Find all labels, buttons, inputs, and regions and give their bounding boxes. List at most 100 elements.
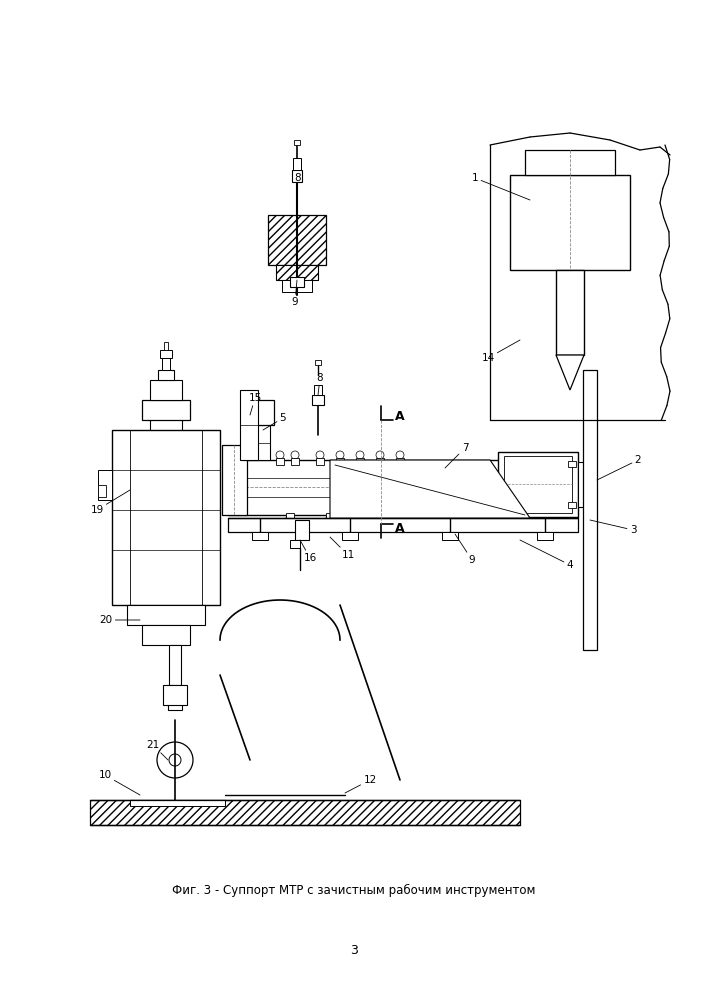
Bar [164,342,168,350]
Circle shape [336,451,344,459]
Text: 11: 11 [330,537,355,560]
Bar [276,458,284,465]
Bar [168,700,182,710]
Bar [150,380,182,400]
Circle shape [276,451,284,459]
Bar [170,690,180,700]
Bar [583,370,597,650]
Circle shape [226,472,242,488]
Bar [158,370,174,380]
Bar [356,458,364,465]
Bar [98,485,106,497]
Bar [315,360,321,365]
Circle shape [291,451,299,459]
Bar [504,456,572,513]
Bar [169,645,181,685]
Text: A: A [395,522,405,534]
Bar [98,470,112,500]
Circle shape [280,495,300,515]
Bar [276,265,318,280]
Text: 3: 3 [590,520,636,535]
Bar [578,462,590,507]
Bar [568,502,576,508]
Bar [326,513,334,520]
Text: 8: 8 [317,373,323,395]
Text: Фиг. 3 - Суппорт МТР с зачистным рабочим инструментом: Фиг. 3 - Суппорт МТР с зачистным рабочим… [173,883,536,897]
Bar [295,520,309,540]
Text: 1: 1 [472,173,530,200]
Text: 10: 10 [98,770,140,795]
Bar [142,625,190,645]
Bar [240,390,258,460]
Bar [268,215,326,265]
Bar [537,532,553,540]
Bar [252,400,274,425]
Text: 14: 14 [481,340,520,363]
Bar [252,532,268,540]
Text: 4: 4 [520,540,573,570]
Circle shape [411,514,419,522]
Bar [282,280,312,292]
Bar [316,458,324,465]
Bar [90,800,520,825]
Text: 19: 19 [90,490,130,515]
Bar [446,513,454,520]
Bar [142,400,190,420]
Bar [396,458,404,465]
Bar [290,540,300,548]
Bar [163,685,187,705]
Bar [291,458,299,465]
Bar [222,445,247,515]
Text: 2: 2 [597,455,641,480]
Circle shape [376,451,384,459]
Bar [371,513,379,520]
Text: 7: 7 [445,443,468,468]
Circle shape [356,451,364,459]
Bar [525,150,615,175]
Text: 5: 5 [263,413,286,430]
Polygon shape [330,460,530,518]
Polygon shape [556,355,584,390]
Bar [160,350,172,358]
Circle shape [169,754,181,766]
Text: 3: 3 [350,944,358,956]
Bar [336,458,344,465]
Bar [112,430,220,605]
Text: 9: 9 [292,280,298,307]
Text: 21: 21 [146,740,168,760]
Circle shape [157,742,193,778]
Circle shape [286,514,294,522]
Text: 8: 8 [295,173,301,198]
Bar [568,461,576,467]
Bar [376,458,384,465]
Bar [162,358,170,370]
Bar [442,532,458,540]
Bar [130,800,225,806]
Text: 16: 16 [300,540,317,563]
Bar [242,425,270,460]
Bar [127,605,205,625]
Text: 9: 9 [455,534,475,565]
Bar [498,452,578,517]
Text: 15: 15 [248,393,262,415]
Bar [293,158,301,170]
Bar [228,460,573,515]
Circle shape [316,451,324,459]
Text: A: A [395,410,405,422]
Text: 12: 12 [345,775,377,793]
Bar [312,395,324,405]
Bar [294,140,300,145]
Bar [556,270,584,355]
Bar [342,532,358,540]
Bar [292,170,302,182]
Circle shape [326,514,334,522]
Bar [411,513,419,520]
Bar [228,518,578,532]
Bar [510,175,630,270]
Circle shape [396,451,404,459]
Bar [286,513,294,520]
Text: 20: 20 [100,615,140,625]
Bar [290,277,304,287]
Circle shape [371,514,379,522]
Circle shape [446,514,454,522]
